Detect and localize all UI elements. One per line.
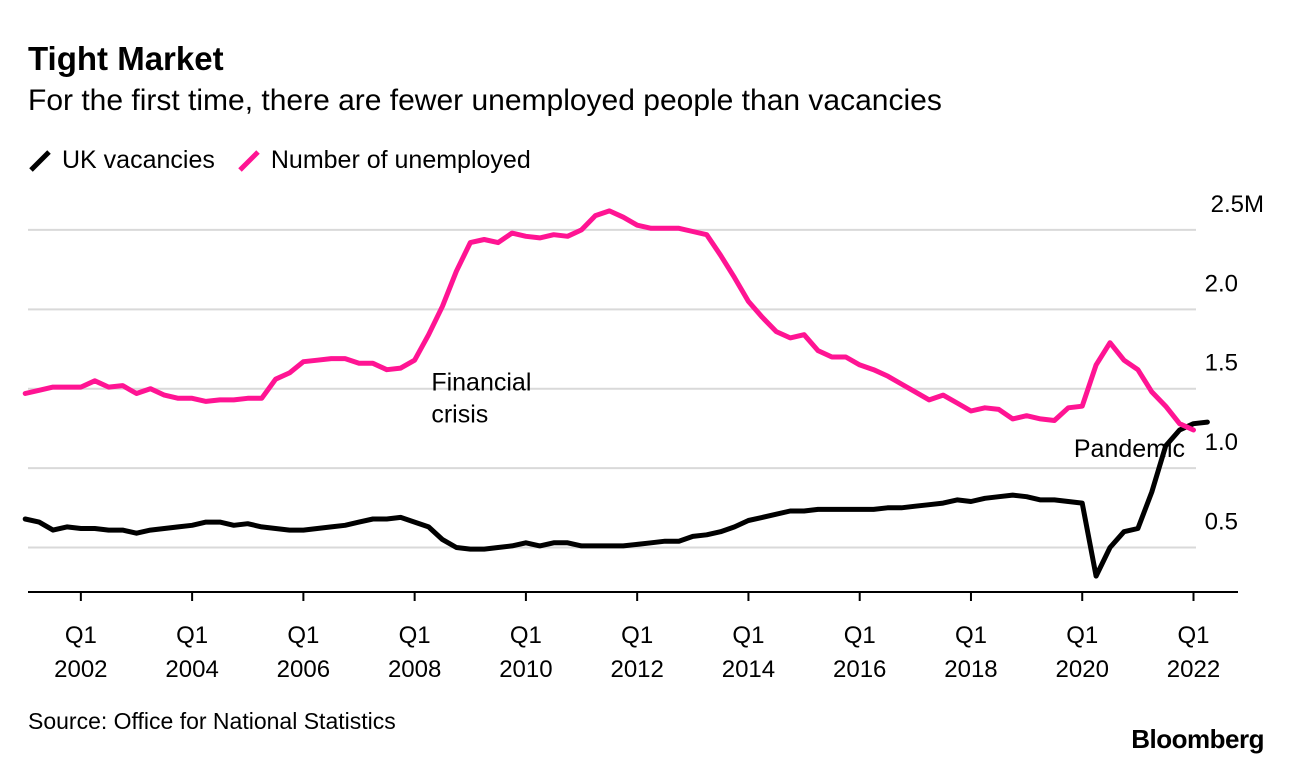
x-tick-label-quarter: Q1 [732, 622, 764, 649]
chart-title: Tight Market [28, 40, 224, 77]
x-tick-label-year: 2014 [722, 656, 775, 683]
x-tick-label-quarter: Q1 [510, 622, 542, 649]
x-tick-label-year: 2002 [54, 656, 107, 683]
x-tick-label-year: 2010 [499, 656, 552, 683]
x-tick-label-quarter: Q1 [621, 622, 653, 649]
x-tick-label-quarter: Q1 [1177, 622, 1209, 649]
chart-annotation: Pandemic [1074, 435, 1185, 463]
legend-label-unemployed: Number of unemployed [270, 146, 531, 174]
x-tick-label-year: 2022 [1167, 656, 1220, 683]
chart-annotation: Financial [431, 368, 531, 396]
y-tick-label: 2.5M [1211, 191, 1264, 218]
legend-item-vacancies: UK vacancies [28, 146, 215, 175]
x-tick-label-year: 2008 [388, 656, 441, 683]
x-tick-label-quarter: Q1 [1066, 622, 1098, 649]
series-line-vacancies [22, 419, 1210, 579]
x-tick-label-year: 2006 [277, 656, 330, 683]
legend-item-unemployed: Number of unemployed [237, 146, 531, 175]
x-tick-label-quarter: Q1 [955, 622, 987, 649]
x-tick-label-year: 2020 [1056, 656, 1109, 683]
x-tick-label-quarter: Q1 [176, 622, 208, 649]
source-note: Source: Office for National Statistics [28, 708, 396, 734]
legend-label-vacancies: UK vacancies [62, 146, 215, 174]
y-tick-label: 1.0 [1205, 429, 1238, 456]
chart-subtitle: For the first time, there are fewer unem… [28, 84, 942, 117]
x-tick-label-quarter: Q1 [399, 622, 431, 649]
x-tick-label-year: 2004 [165, 656, 218, 683]
series-line-unemployed [22, 208, 1196, 433]
chart-legend: UK vacancies Number of unemployed [28, 146, 553, 175]
x-tick-label-year: 2018 [944, 656, 997, 683]
y-tick-label: 1.5 [1205, 350, 1238, 377]
x-tick-label-quarter: Q1 [65, 622, 97, 649]
x-tick-label-quarter: Q1 [844, 622, 876, 649]
slash-line-icon [29, 149, 51, 172]
x-tick-label-quarter: Q1 [287, 622, 319, 649]
x-tick-label-year: 2016 [833, 656, 886, 683]
x-tick-label-year: 2012 [610, 656, 663, 683]
slash-line-icon [238, 149, 260, 172]
brand-logo: Bloomberg [1131, 724, 1264, 754]
y-tick-label: 0.5 [1205, 509, 1238, 536]
chart-annotation: crisis [431, 400, 488, 428]
y-tick-label: 2.0 [1205, 270, 1238, 297]
